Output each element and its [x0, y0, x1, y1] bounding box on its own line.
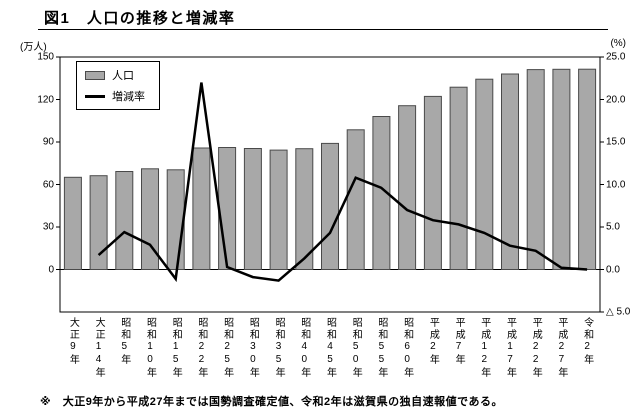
right-axis-tick-label: 0.0 [606, 264, 620, 275]
population-bar [218, 147, 237, 270]
x-axis-category-label: 大正9年 [67, 317, 79, 366]
right-axis-tick-label: 15.0 [606, 136, 626, 148]
rate-line [97, 82, 588, 283]
x-axis-category-label: 平成17年 [504, 317, 516, 379]
population-bar [321, 142, 339, 270]
population-bar [141, 168, 159, 270]
population-bar [501, 73, 519, 270]
population-bar [346, 129, 365, 270]
footnote: ※ 大正9年から平成27年までは国勢調査確定値、令和2年は滋賀県の独自速報値であ… [40, 396, 504, 408]
x-axis-category-label: 昭和50年 [350, 317, 362, 379]
x-axis-category-label: 昭和15年 [170, 317, 182, 379]
x-axis-category-label: 平成27年 [555, 317, 567, 379]
population-bar [578, 68, 597, 270]
population-bar [115, 171, 134, 270]
population-bar [552, 68, 571, 270]
x-axis-category-label: 昭和22年 [195, 317, 207, 379]
right-axis-tick-label: △ 5.0 [606, 306, 631, 318]
population-bar [423, 95, 442, 271]
population-bar [166, 169, 185, 270]
legend-label-population: 人口 [112, 70, 134, 82]
legend-label-rate: 増減率 [112, 91, 145, 103]
figure-title: 図1 人口の推移と増減率 [44, 10, 236, 27]
right-axis-tick-label: 25.0 [606, 51, 626, 63]
x-axis-category-label: 令和2年 [581, 317, 593, 366]
population-bar [63, 176, 82, 270]
population-bar [372, 116, 391, 270]
right-axis-unit: (%) [610, 38, 626, 49]
left-axis-tick-label: 120 [37, 94, 54, 105]
x-axis-category-label: 昭和60年 [401, 317, 413, 379]
population-bar [449, 86, 468, 270]
population-bar [295, 148, 314, 270]
population-bar [526, 69, 545, 270]
legend-swatch-line [85, 94, 105, 98]
x-axis-category-label: 昭和30年 [247, 317, 259, 379]
right-axis-tick-label: 5.0 [606, 221, 620, 233]
x-axis-category-label: 平成12年 [478, 317, 490, 379]
x-axis-category-label: 昭和10年 [144, 317, 156, 379]
right-axis-tick-label: 20.0 [606, 94, 626, 105]
right-axis-tick-label: 10.0 [606, 179, 626, 190]
legend: 人口 増減率 [76, 61, 160, 110]
left-axis-unit: (万人) [20, 42, 47, 53]
population-bar [89, 175, 108, 270]
x-axis-category-label: 平成22年 [530, 317, 542, 379]
legend-swatch-bar [85, 70, 105, 80]
population-bar [192, 147, 211, 270]
left-axis-tick-label: 30 [42, 221, 54, 233]
left-axis-tick-label: 60 [42, 179, 54, 190]
left-axis-tick-label: 90 [42, 136, 54, 148]
x-axis-category-label: 昭和35年 [273, 317, 285, 379]
x-axis-category-label: 昭和55年 [375, 317, 387, 379]
x-axis-category-label: 昭和40年 [298, 317, 310, 379]
x-axis-category-label: 大正14年 [93, 317, 105, 379]
title-divider [38, 29, 608, 30]
population-bar [269, 149, 288, 271]
population-bar [243, 148, 262, 270]
left-axis-tick-label: 0 [48, 264, 54, 275]
x-axis-category-label: 昭和5年 [118, 317, 130, 366]
population-bar [475, 78, 494, 270]
x-axis-category-label: 平成7年 [453, 317, 465, 366]
population-bar [398, 105, 417, 270]
legend-item-population: 人口 [85, 67, 145, 83]
legend-item-rate: 増減率 [85, 88, 145, 104]
x-axis-category-label: 昭和25年 [221, 317, 233, 379]
left-axis-tick-label: 150 [37, 51, 54, 63]
x-axis-category-label: 昭和45年 [324, 317, 336, 379]
x-axis-category-label: 平成2年 [427, 317, 439, 366]
